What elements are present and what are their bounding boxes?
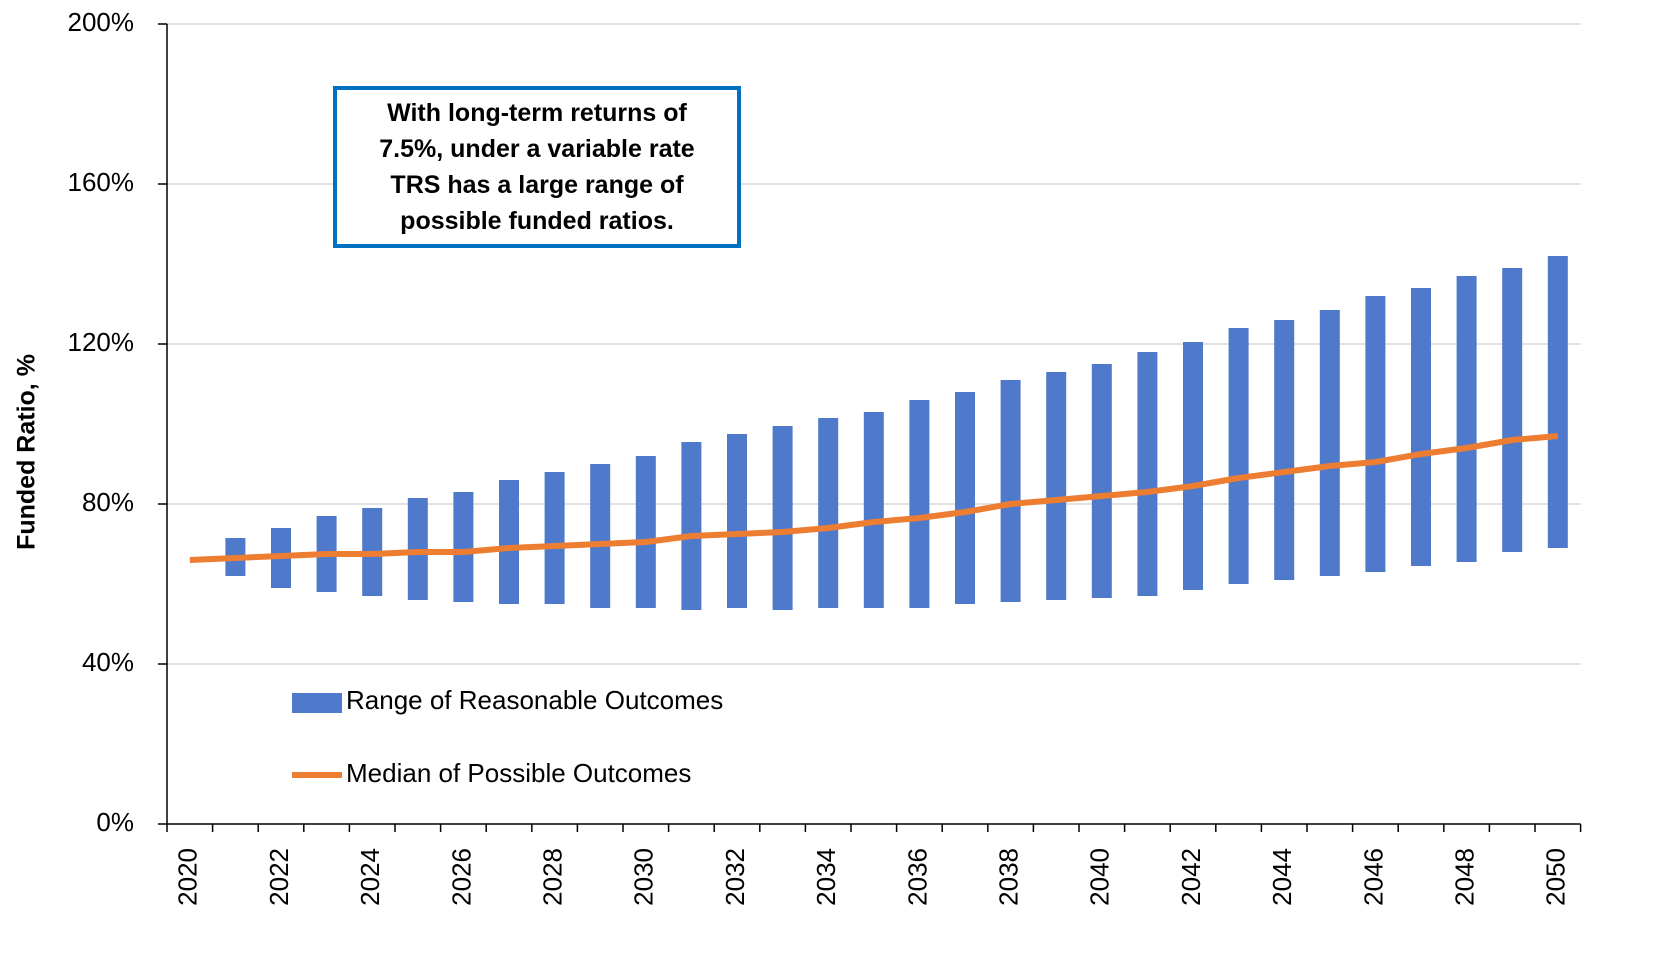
x-tick-label: 2030 xyxy=(629,848,659,906)
range-bar xyxy=(1046,372,1067,600)
annotation-line: TRS has a large range of xyxy=(390,171,684,199)
x-tick-label: 2028 xyxy=(537,848,567,906)
y-tick-label: 0% xyxy=(96,807,134,837)
range-bar xyxy=(863,412,884,608)
range-bar xyxy=(1274,320,1295,580)
range-bar xyxy=(772,426,793,610)
median-line xyxy=(189,433,1559,563)
range-bar xyxy=(1456,276,1477,562)
legend-swatch xyxy=(292,693,342,713)
x-tick-label: 2024 xyxy=(355,848,385,906)
x-tick-label: 2044 xyxy=(1267,848,1297,906)
x-tick-label: 2040 xyxy=(1085,848,1115,906)
x-tick-label: 2050 xyxy=(1541,848,1571,906)
range-bar xyxy=(1183,342,1203,590)
range-bar xyxy=(544,472,565,604)
x-tick-label: 2038 xyxy=(993,848,1023,906)
range-bar xyxy=(727,434,747,608)
range-bar xyxy=(590,464,611,608)
range-bar xyxy=(635,456,656,608)
legend-label: Median of Possible Outcomes xyxy=(346,758,691,788)
annotation: With long-term returns of 7.5%, under a v… xyxy=(333,86,741,248)
legend-label: Range of Reasonable Outcomes xyxy=(346,685,723,715)
x-tick-label: 2048 xyxy=(1449,848,1479,906)
range-bar xyxy=(1502,268,1523,552)
range-bar xyxy=(1547,256,1568,548)
range-bar xyxy=(955,392,975,604)
range-bar xyxy=(1411,288,1431,566)
annotation-line: With long-term returns of xyxy=(387,99,687,127)
x-tick-label: 2020 xyxy=(173,848,203,906)
range-bar xyxy=(818,418,839,608)
y-tick-label: 160% xyxy=(68,167,135,197)
range-bar xyxy=(453,492,474,602)
range-bar xyxy=(909,400,930,608)
x-tick-label: 2042 xyxy=(1176,848,1206,906)
range-bar xyxy=(1091,364,1112,598)
x-tick-label: 2022 xyxy=(264,848,294,906)
x-tick-label: 2046 xyxy=(1358,848,1388,906)
annotation-line: 7.5%, under a variable rate xyxy=(379,135,695,163)
y-axis-label: Funded Ratio, % xyxy=(13,354,41,550)
range-bar xyxy=(499,480,519,604)
x-tick-label: 2032 xyxy=(720,848,750,906)
y-tick-label: 80% xyxy=(82,487,134,517)
x-tick-label: 2036 xyxy=(902,848,932,906)
x-tick-label: 2026 xyxy=(446,848,476,906)
range-bar xyxy=(1228,328,1249,584)
y-tick-label: 120% xyxy=(68,327,135,357)
range-bar xyxy=(681,442,702,610)
range-bar xyxy=(1319,310,1340,576)
range-bar xyxy=(1000,380,1021,602)
y-tick-label: 40% xyxy=(82,647,134,677)
range-bar xyxy=(1365,296,1386,572)
y-tick-label: 200% xyxy=(68,7,135,37)
annotation-line: possible funded ratios. xyxy=(400,207,674,235)
x-tick-label: 2034 xyxy=(811,848,841,906)
range-bar xyxy=(1137,352,1158,596)
